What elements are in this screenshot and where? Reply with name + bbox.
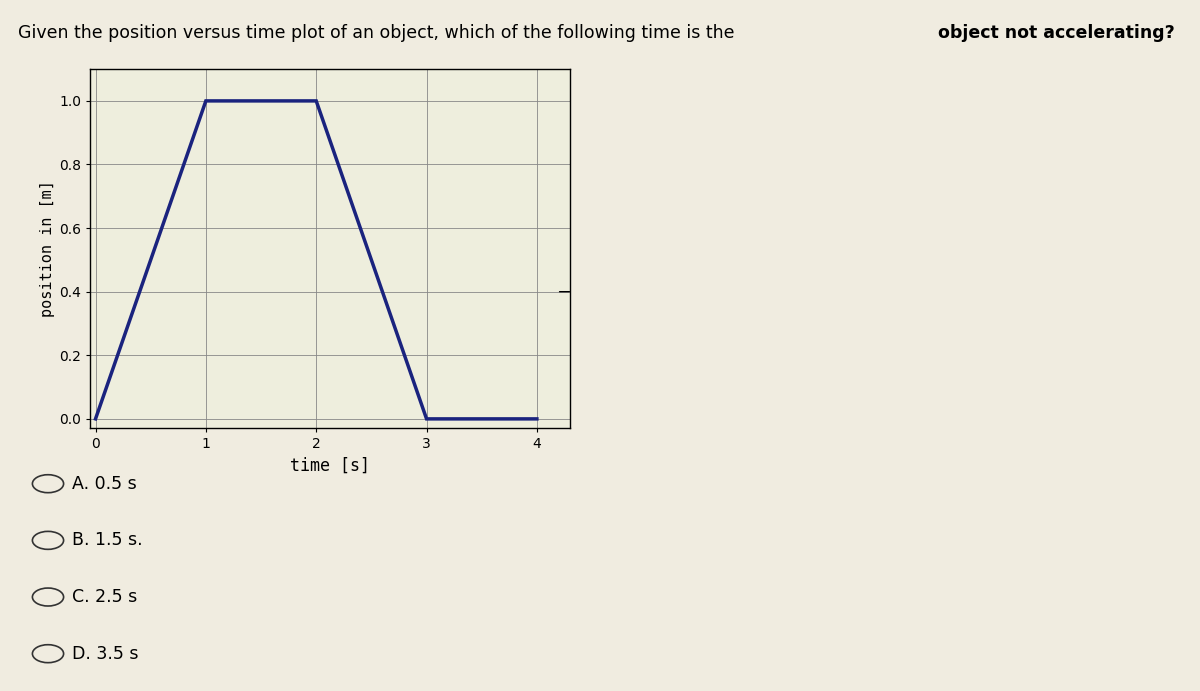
Text: A. 0.5 s: A. 0.5 s	[72, 475, 137, 493]
Text: object not accelerating?: object not accelerating?	[938, 24, 1175, 42]
Text: Given the position versus time plot of an object, which of the following time is: Given the position versus time plot of a…	[18, 24, 740, 42]
Text: C. 2.5 s: C. 2.5 s	[72, 588, 137, 606]
Text: B. 1.5 s.: B. 1.5 s.	[72, 531, 143, 549]
Text: D. 3.5 s: D. 3.5 s	[72, 645, 138, 663]
X-axis label: time [s]: time [s]	[290, 457, 370, 475]
Y-axis label: position in [m]: position in [m]	[40, 180, 55, 317]
